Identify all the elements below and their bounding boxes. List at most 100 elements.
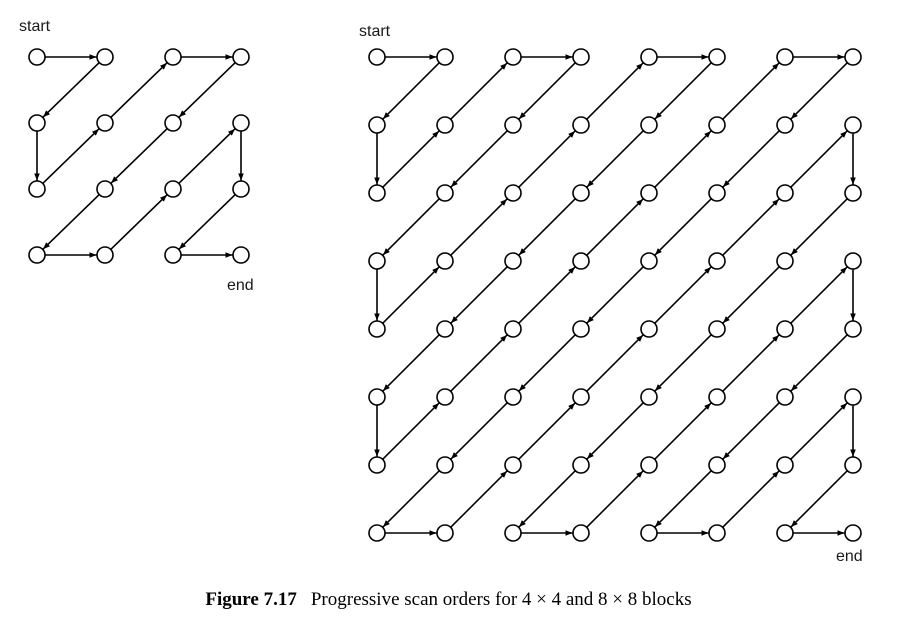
caption-number: Figure 7.17 xyxy=(205,589,297,610)
coefficient-node xyxy=(708,184,726,202)
coefficient-node xyxy=(708,116,726,134)
scan-arrow xyxy=(178,128,236,185)
coefficient-node xyxy=(776,252,794,270)
coefficient-node xyxy=(708,524,726,542)
coefficient-node xyxy=(368,48,386,66)
coefficient-node xyxy=(572,524,590,542)
scan-arrow xyxy=(450,334,508,392)
scan-arrow xyxy=(382,402,440,460)
coefficient-node xyxy=(572,116,590,134)
coefficient-node xyxy=(776,388,794,406)
coefficient-node xyxy=(368,116,386,134)
coefficient-node xyxy=(776,116,794,134)
scan-arrow xyxy=(42,61,100,118)
start-label-4x4: start xyxy=(19,18,51,35)
coefficient-node xyxy=(28,48,46,66)
scan-arrow xyxy=(654,62,712,120)
scan-arrow xyxy=(586,402,644,460)
coefficient-node xyxy=(776,320,794,338)
coefficient-node xyxy=(844,320,862,338)
coefficient-node xyxy=(844,116,862,134)
coefficient-node xyxy=(640,184,658,202)
scan-arrow xyxy=(518,130,576,188)
scan-arrow xyxy=(382,198,440,256)
coefficient-node xyxy=(28,246,46,264)
scan-arrow xyxy=(382,470,440,528)
coefficient-node xyxy=(776,184,794,202)
start-label-8x8: start xyxy=(359,23,391,40)
caption-text: Progressive scan orders for 4 × 4 and 8 … xyxy=(310,589,692,610)
scan-order-figure: start end start end xyxy=(19,18,863,565)
scan-arrow xyxy=(450,198,508,256)
scan-arrow xyxy=(722,470,780,528)
scan-arrow xyxy=(586,62,644,120)
coefficient-node xyxy=(640,456,658,474)
coefficient-node xyxy=(844,252,862,270)
scan-arrow xyxy=(790,334,848,392)
scan-arrow xyxy=(450,266,508,324)
coefficient-node xyxy=(232,48,250,66)
coefficient-node xyxy=(504,48,522,66)
scan-arrow xyxy=(518,266,576,324)
coefficient-node xyxy=(572,48,590,66)
scan-arrow xyxy=(790,62,848,120)
coefficient-node xyxy=(368,456,386,474)
coefficient-node xyxy=(708,388,726,406)
coefficient-node xyxy=(368,184,386,202)
scan-arrow xyxy=(654,402,712,460)
scan-arrow xyxy=(42,193,100,250)
coefficient-node xyxy=(164,48,182,66)
coefficient-node xyxy=(164,180,182,198)
scan-arrow xyxy=(42,128,100,185)
coefficient-node xyxy=(436,320,454,338)
scan-arrow xyxy=(654,266,712,324)
scan-arrow xyxy=(790,470,848,528)
coefficient-node xyxy=(844,184,862,202)
coefficient-node xyxy=(436,456,454,474)
scan-arrow xyxy=(450,402,508,460)
coefficient-node xyxy=(844,48,862,66)
scan-arrow xyxy=(586,470,644,528)
coefficient-node xyxy=(776,48,794,66)
scan-arrow xyxy=(790,402,848,460)
coefficient-node xyxy=(708,48,726,66)
coefficient-node xyxy=(164,246,182,264)
coefficient-node xyxy=(28,114,46,132)
scan-order-4x4-diagram: start end xyxy=(19,18,254,294)
coefficient-node xyxy=(504,456,522,474)
scan-arrow xyxy=(586,198,644,256)
scan-arrow xyxy=(722,198,780,256)
coefficient-node xyxy=(640,320,658,338)
scan-arrow xyxy=(790,130,848,188)
scan-arrow xyxy=(654,130,712,188)
coefficient-node xyxy=(232,180,250,198)
coefficient-node xyxy=(844,456,862,474)
coefficient-node xyxy=(504,320,522,338)
coefficient-node xyxy=(368,388,386,406)
scan-arrow xyxy=(722,266,780,324)
coefficient-node xyxy=(96,48,114,66)
end-label-4x4: end xyxy=(227,277,254,294)
coefficient-node xyxy=(640,388,658,406)
scan-arrow xyxy=(450,62,508,120)
coefficient-node xyxy=(640,252,658,270)
coefficient-node xyxy=(572,252,590,270)
coefficient-node xyxy=(504,388,522,406)
coefficient-node xyxy=(572,456,590,474)
scan-arrow xyxy=(178,193,236,250)
figure-caption: Figure 7.17 Progressive scan orders for 4… xyxy=(0,589,897,611)
coefficient-node xyxy=(436,48,454,66)
scan-arrow xyxy=(654,334,712,392)
coefficient-node xyxy=(572,320,590,338)
scan-order-8x8-diagram: start end xyxy=(359,23,863,565)
scan-arrow xyxy=(518,62,576,120)
scan-arrow xyxy=(382,334,440,392)
coefficient-node xyxy=(844,524,862,542)
scan-arrow xyxy=(110,127,168,184)
scan-arrow xyxy=(110,62,168,119)
coefficient-node xyxy=(368,524,386,542)
coefficient-node xyxy=(368,320,386,338)
coefficient-node xyxy=(232,246,250,264)
scan-arrow xyxy=(382,266,440,324)
coefficient-node xyxy=(504,184,522,202)
